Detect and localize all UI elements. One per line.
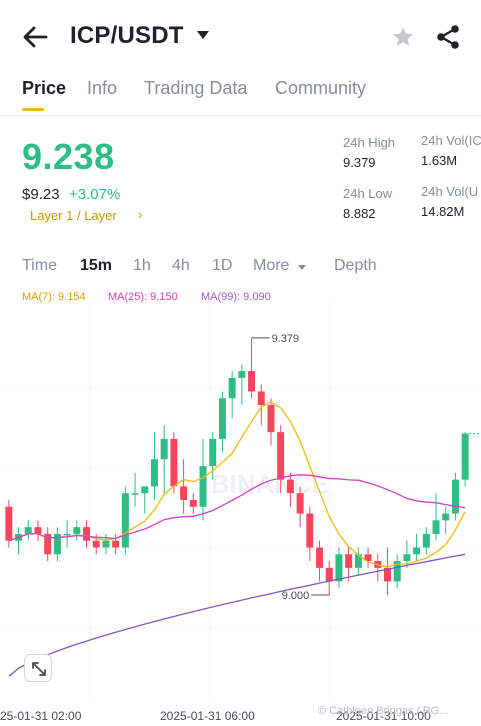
- candle-body: [267, 405, 275, 433]
- candle-body: [354, 554, 362, 568]
- high-label: 24h High: [343, 135, 396, 150]
- candle-body: [422, 533, 430, 548]
- candle-body: [306, 513, 314, 548]
- candle-body: [461, 433, 469, 480]
- ma25-line: [8, 474, 466, 542]
- candle-body: [248, 371, 256, 392]
- x-axis-label-2: 2025-01-31 06:00: [160, 709, 255, 723]
- candle-body: [160, 438, 168, 460]
- change-percent: +3.07%: [69, 186, 121, 203]
- candle-body: [24, 527, 32, 534]
- candle-body: [325, 567, 333, 582]
- usd-price: $9.23: [22, 186, 60, 203]
- candle-body: [131, 493, 139, 495]
- vol-quote-label: 24h Vol(U: [421, 184, 479, 199]
- back-arrow-icon[interactable]: [22, 25, 48, 49]
- depth-tab[interactable]: Depth: [334, 257, 377, 274]
- candle-body: [228, 377, 236, 399]
- tab-community[interactable]: Community: [275, 78, 367, 98]
- candle-body: [53, 533, 61, 555]
- timeframe-time[interactable]: Time: [22, 257, 57, 274]
- candle-body: [345, 554, 353, 568]
- expand-chart-button[interactable]: [24, 654, 52, 682]
- candle-body: [102, 540, 110, 548]
- low-label: 24h Low: [343, 186, 393, 201]
- vol-base-value: 1.63M: [421, 153, 458, 168]
- timeframe-4h[interactable]: 4h: [172, 257, 190, 274]
- ma-lines-layer: [8, 401, 466, 677]
- candle-body: [44, 533, 52, 555]
- ma99-label: MA(99): 9.090: [201, 291, 271, 303]
- candle-body: [189, 500, 197, 507]
- candle-body: [335, 554, 343, 582]
- candlestick-chart[interactable]: BINANCE 9.379 9.000: [0, 284, 481, 726]
- candle-body: [34, 527, 42, 534]
- chart-watermark: BINANCE: [211, 469, 329, 499]
- candle-body: [170, 438, 178, 487]
- candle-body: [257, 391, 265, 405]
- ma99-line: [8, 553, 466, 677]
- vol-base-label: 24h Vol(IC: [421, 133, 481, 148]
- candle-body: [92, 540, 100, 548]
- candle-body: [383, 567, 391, 582]
- timeframe-more[interactable]: More: [253, 257, 290, 274]
- timeframe-bar: Time 15m 1h 4h 1D More Depth: [0, 248, 481, 284]
- high-marker-label: 9.379: [272, 333, 300, 345]
- candles-layer: [5, 337, 469, 595]
- timeframe-1h[interactable]: 1h: [133, 257, 151, 274]
- candle-body: [393, 561, 401, 582]
- x-axis-label-1: 25-01-31 02:00: [0, 709, 82, 723]
- candle-body: [150, 459, 158, 487]
- candle-body: [432, 520, 440, 534]
- low-value: 8.882: [343, 206, 376, 221]
- tab-bar: Price Info Trading Data Community: [0, 72, 481, 116]
- low-marker-label: 9.000: [282, 590, 310, 602]
- tab-trading-data[interactable]: Trading Data: [144, 78, 248, 98]
- candle-body: [296, 493, 304, 514]
- candle-body: [83, 527, 91, 541]
- candle-body: [413, 547, 421, 555]
- dropdown-caret-icon[interactable]: [197, 31, 209, 39]
- candle-body: [121, 493, 129, 548]
- candle-body: [442, 513, 450, 521]
- header-bar: ICP/USDT: [0, 0, 481, 72]
- price-markers-layer: 9.379 9.000: [251, 333, 481, 602]
- candle-body: [238, 371, 246, 378]
- candle-body: [403, 554, 411, 562]
- candle-body: [199, 466, 207, 507]
- expand-icon: [32, 662, 46, 676]
- ma25-label: MA(25): 9.150: [108, 291, 178, 303]
- candle-body: [316, 547, 324, 568]
- candle-body: [112, 540, 120, 548]
- tab-price[interactable]: Price: [22, 78, 67, 98]
- candle-body: [451, 479, 459, 514]
- share-icon[interactable]: [436, 24, 460, 50]
- candle-body: [141, 486, 149, 494]
- pair-title[interactable]: ICP/USDT: [70, 22, 184, 49]
- tab-active-indicator: [22, 108, 44, 111]
- chevron-right-icon[interactable]: ›: [138, 207, 143, 222]
- category-tag[interactable]: Layer 1 / Layer: [30, 208, 117, 223]
- candle-body: [5, 506, 13, 541]
- candle-body: [364, 554, 372, 562]
- candle-body: [218, 398, 226, 439]
- candle-body: [209, 438, 217, 467]
- star-icon[interactable]: [391, 25, 415, 49]
- candle-body: [277, 432, 285, 480]
- vol-quote-value: 14.82M: [421, 204, 465, 219]
- footer-watermark: © Cathleen Bringas / RG...: [318, 705, 449, 717]
- candle-body: [180, 486, 188, 500]
- chart-grid: [0, 300, 481, 700]
- timeframe-15m[interactable]: 15m: [80, 257, 113, 274]
- timeframe-1d[interactable]: 1D: [212, 257, 233, 274]
- more-caret-icon[interactable]: [298, 265, 306, 270]
- high-value: 9.379: [343, 155, 376, 170]
- x-axis-label-3: 2025-01-31 10:00: [336, 709, 431, 723]
- tab-info[interactable]: Info: [87, 78, 118, 98]
- candle-body: [63, 533, 71, 536]
- candle-body: [286, 479, 294, 494]
- last-price: 9.238: [22, 136, 115, 177]
- ma7-label: MA(7): 9.154: [22, 291, 86, 303]
- candle-body: [73, 527, 81, 534]
